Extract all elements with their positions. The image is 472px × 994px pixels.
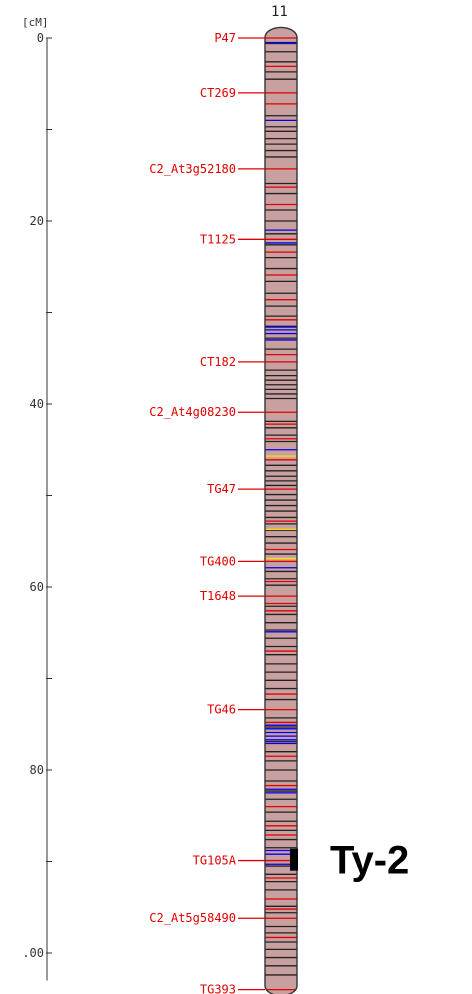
marker-label: T1125 <box>200 232 236 246</box>
marker-label: C2_At4g08230 <box>149 405 236 419</box>
unit-label: [cM] <box>22 16 49 29</box>
gene-annotation: Ty-2 <box>290 839 409 883</box>
marker-label: TG105A <box>193 854 237 868</box>
marker-label: C2_At5g58490 <box>149 911 236 925</box>
marker-labels: P47 CT269 C2_At3g52180 T1125 CT182 C2_At4g082… <box>149 31 265 994</box>
chromosome-bar[interactable] <box>264 26 298 994</box>
marker-label: CT182 <box>200 355 236 369</box>
marker-label: P47 <box>214 31 236 45</box>
axis-tick-label: 20 <box>30 214 44 228</box>
chromosome-outline <box>264 26 298 994</box>
axis-tick-label: 60 <box>30 580 44 594</box>
marker-label: T1648 <box>200 589 236 603</box>
marker-label: CT269 <box>200 86 236 100</box>
marker-label: C2_At3g52180 <box>149 162 236 176</box>
gene-marker-bar <box>290 848 298 871</box>
axis-tick-label: 40 <box>30 397 44 411</box>
marker-label: TG393 <box>200 983 236 994</box>
axis-tick-label: 80 <box>30 763 44 777</box>
axis-tick-label: .00 <box>22 946 44 960</box>
cm-axis: 0 20 40 60 80 .00 <box>22 31 52 981</box>
chromosome-bands <box>265 37 297 991</box>
chromosome-title: 11 <box>271 4 288 20</box>
axis-tick-label: 0 <box>37 31 44 45</box>
marker-label: TG46 <box>207 703 236 717</box>
marker-label: TG400 <box>200 554 236 568</box>
gene-label: Ty-2 <box>330 839 409 883</box>
marker-label: TG47 <box>207 482 236 496</box>
